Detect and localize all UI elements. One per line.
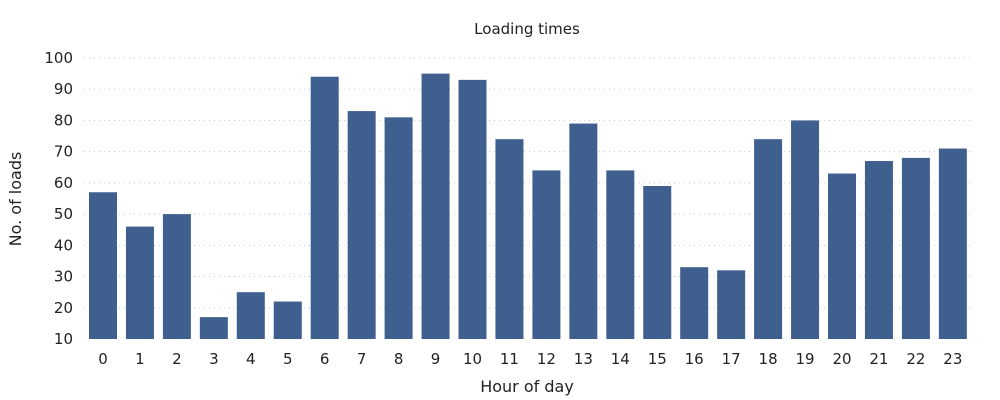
y-tick-label: 40 [54, 236, 73, 254]
bar-hour-11 [495, 139, 524, 339]
bar-hour-4 [236, 292, 265, 339]
bar-hour-14 [606, 170, 635, 339]
x-axis-ticks: 0 1 2 3 4 5 6 7 8 9 10 11 12 13 14 15 16 17 18 19 20 21 22 23 [98, 350, 962, 368]
bar-hour-17 [717, 270, 746, 339]
y-tick-label: 20 [54, 299, 73, 317]
x-tick-label: 5 [283, 350, 293, 368]
y-tick-label: 100 [44, 49, 73, 67]
y-tick-label: 90 [54, 80, 73, 98]
bar-hour-1 [125, 226, 154, 339]
bar-hour-10 [458, 79, 487, 340]
y-axis-ticks: 10 20 30 40 50 60 70 80 90 100 [44, 49, 73, 348]
x-tick-label: 23 [943, 350, 962, 368]
x-tick-label: 4 [246, 350, 256, 368]
y-tick-label: 10 [54, 330, 73, 348]
x-tick-label: 21 [869, 350, 888, 368]
bar-hour-7 [347, 111, 376, 339]
bar-hour-9 [421, 73, 450, 340]
bar-hour-5 [273, 301, 302, 339]
x-tick-label: 2 [172, 350, 182, 368]
x-tick-label: 22 [906, 350, 925, 368]
bar-hour-21 [864, 161, 893, 339]
x-tick-label: 13 [574, 350, 593, 368]
bar-hour-20 [828, 173, 856, 339]
x-tick-label: 16 [685, 350, 704, 368]
bar-hour-15 [643, 186, 672, 339]
x-tick-label: 6 [320, 350, 330, 368]
x-tick-label: 17 [722, 350, 741, 368]
x-tick-label: 18 [759, 350, 778, 368]
bar-hour-23 [938, 148, 967, 339]
x-tick-label: 20 [832, 350, 851, 368]
x-tick-label: 7 [357, 350, 367, 368]
y-tick-label: 70 [54, 143, 73, 161]
bar-hour-12 [532, 170, 561, 339]
bar-hour-19 [791, 120, 820, 339]
x-tick-label: 0 [98, 350, 108, 368]
bar-hour-3 [199, 317, 228, 339]
bar-hour-18 [754, 139, 783, 339]
bar-hour-0 [89, 192, 117, 339]
x-tick-label: 3 [209, 350, 219, 368]
y-tick-label: 60 [54, 174, 73, 192]
x-tick-label: 9 [431, 350, 441, 368]
chart-title: Loading times [474, 20, 580, 38]
x-tick-label: 12 [537, 350, 556, 368]
x-tick-label: 19 [796, 350, 815, 368]
y-tick-label: 80 [54, 111, 73, 129]
x-tick-label: 15 [648, 350, 667, 368]
bar-hour-22 [901, 157, 930, 339]
x-tick-label: 8 [394, 350, 404, 368]
y-tick-label: 30 [54, 268, 73, 286]
y-axis-label: No. of loads [6, 152, 25, 247]
x-axis-label: Hour of day [480, 377, 574, 396]
x-tick-label: 10 [463, 350, 482, 368]
bar-hour-16 [680, 267, 709, 339]
bar-hour-6 [310, 76, 339, 339]
x-tick-label: 11 [500, 350, 519, 368]
y-tick-label: 50 [54, 205, 73, 223]
x-tick-label: 14 [611, 350, 630, 368]
bar-hour-8 [384, 117, 413, 339]
bar-hour-2 [162, 214, 191, 339]
x-tick-label: 1 [135, 350, 145, 368]
bar-hour-13 [569, 123, 598, 339]
bars [89, 73, 967, 340]
